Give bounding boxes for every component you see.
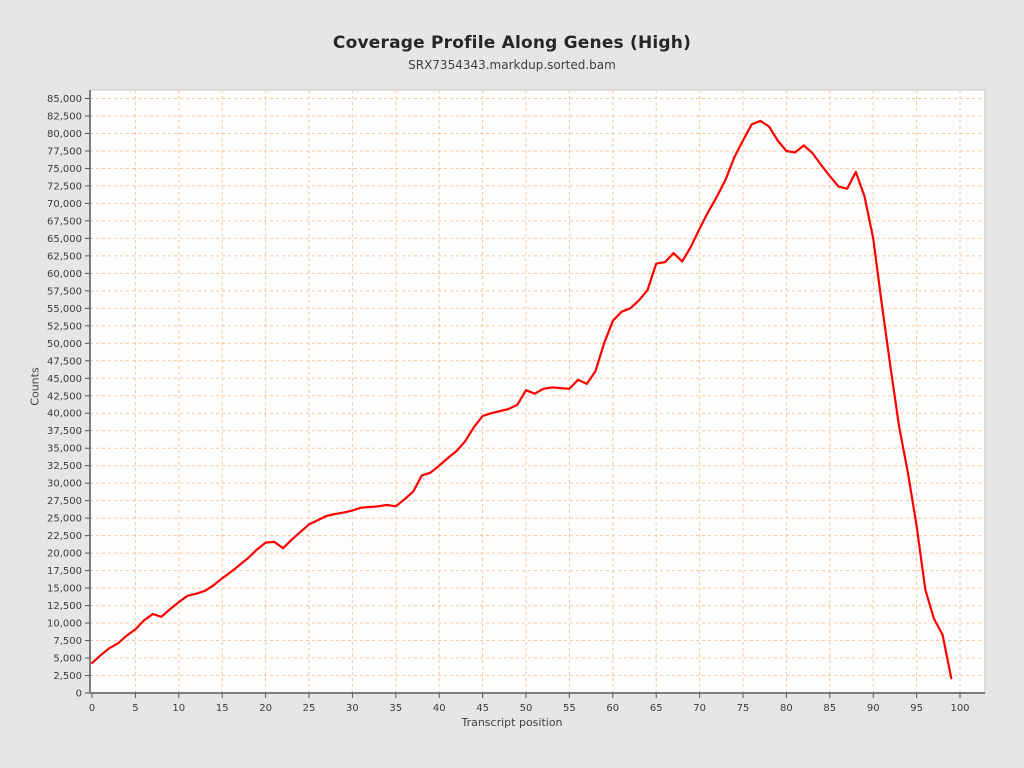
y-tick-label: 70,000 (47, 199, 82, 210)
x-tick-label: 30 (346, 703, 359, 714)
x-tick-label: 20 (259, 703, 272, 714)
x-tick-label: 0 (89, 703, 95, 714)
y-tick-label: 2,500 (53, 671, 82, 682)
x-tick-label: 15 (216, 703, 229, 714)
y-tick-label: 65,000 (47, 234, 82, 245)
x-tick-label: 80 (780, 703, 793, 714)
x-tick-label: 25 (303, 703, 316, 714)
coverage-line (90, 119, 953, 680)
y-tick-label: 15,000 (47, 584, 82, 595)
y-tick-label: 62,500 (47, 251, 82, 262)
x-tick-label: 65 (650, 703, 663, 714)
y-tick-label: 7,500 (53, 636, 82, 647)
y-tick-label: 40,000 (47, 409, 82, 420)
y-tick-label: 75,000 (47, 164, 82, 175)
y-tick-label: 20,000 (47, 549, 82, 560)
y-tick-label: 50,000 (47, 339, 82, 350)
x-axis-title: Transcript position (461, 716, 563, 729)
y-tick-label: 77,500 (47, 146, 82, 157)
y-tick-label: 17,500 (47, 566, 82, 577)
x-tick-label: 75 (737, 703, 750, 714)
x-tick-label: 45 (476, 703, 489, 714)
x-tick-label: 85 (823, 703, 836, 714)
y-tick-label: 80,000 (47, 129, 82, 140)
x-tick-label: 60 (606, 703, 619, 714)
y-tick-label: 37,500 (47, 426, 82, 437)
y-tick-label: 22,500 (47, 531, 82, 542)
y-tick-label: 52,500 (47, 321, 82, 332)
x-tick-label: 40 (433, 703, 446, 714)
x-tick-label: 95 (910, 703, 923, 714)
y-tick-label: 60,000 (47, 269, 82, 280)
y-tick-label: 27,500 (47, 496, 82, 507)
y-tick-label: 42,500 (47, 391, 82, 402)
x-tick-label: 10 (172, 703, 185, 714)
x-tick-label: 90 (867, 703, 880, 714)
x-tick-label: 50 (520, 703, 533, 714)
y-tick-label: 0 (76, 689, 82, 700)
y-tick-label: 5,000 (53, 654, 82, 665)
y-tick-label: 25,000 (47, 514, 82, 525)
y-tick-label: 67,500 (47, 216, 82, 227)
y-tick-label: 72,500 (47, 181, 82, 192)
x-tick-label: 5 (132, 703, 138, 714)
y-tick-label: 85,000 (47, 94, 82, 105)
y-tick-label: 10,000 (47, 619, 82, 630)
y-tick-label: 47,500 (47, 356, 82, 367)
x-tick-label: 55 (563, 703, 576, 714)
chart-subtitle: SRX7354343.markdup.sorted.bam (408, 58, 616, 72)
y-tick-label: 12,500 (47, 601, 82, 612)
x-tick-label: 35 (389, 703, 402, 714)
y-tick-label: 45,000 (47, 374, 82, 385)
y-tick-label: 32,500 (47, 461, 82, 472)
y-tick-label: 35,000 (47, 444, 82, 455)
y-axis-title: Counts (28, 367, 42, 406)
y-tick-label: 30,000 (47, 479, 82, 490)
x-tick-label: 70 (693, 703, 706, 714)
y-tick-label: 82,500 (47, 111, 82, 122)
y-tick-label: 55,000 (47, 304, 82, 315)
chart-title: Coverage Profile Along Genes (High) (332, 33, 692, 53)
x-tick-label: 100 (950, 703, 969, 714)
y-tick-label: 57,500 (47, 286, 82, 297)
